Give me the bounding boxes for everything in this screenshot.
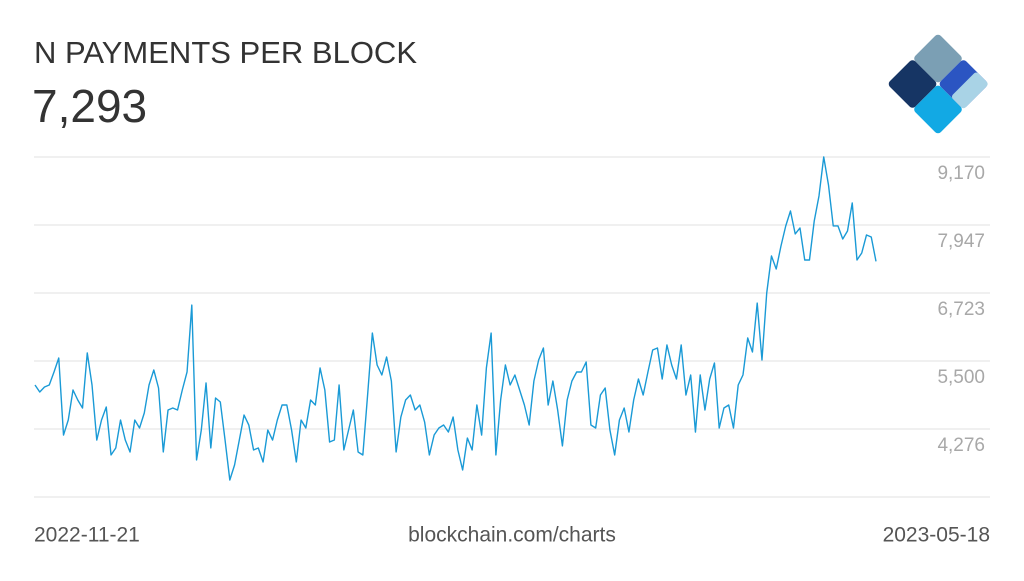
y-tick-label: 9,170 [937, 163, 985, 184]
x-end-label: 2023-05-18 [883, 524, 990, 547]
x-start-label: 2022-11-21 [34, 524, 140, 547]
logo [888, 34, 988, 134]
source: blockchain.com/charts [408, 524, 616, 547]
y-tick-label: 5,500 [937, 367, 985, 388]
y-tick-label: 6,723 [937, 299, 985, 320]
chart-title: N PAYMENTS PER BLOCK [34, 35, 417, 70]
y-tick-label: 7,947 [937, 231, 985, 252]
y-tick-label: 4,276 [937, 435, 985, 456]
current-value: 7,293 [32, 80, 147, 132]
data-line [34, 156, 877, 481]
